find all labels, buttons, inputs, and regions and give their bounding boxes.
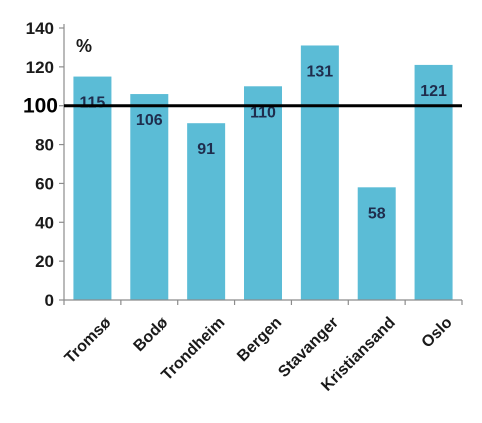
y-tick-label: 100 xyxy=(23,95,58,118)
data-label: 115 xyxy=(80,95,106,112)
bar xyxy=(244,86,282,301)
data-label: 110 xyxy=(250,104,276,121)
y-tick-label: 140 xyxy=(26,19,54,38)
bar xyxy=(187,123,226,300)
y-tick-label: 120 xyxy=(26,58,54,77)
data-label: 131 xyxy=(307,63,334,80)
y-tick-label: 80 xyxy=(35,136,54,155)
category-label: Oslo xyxy=(419,314,456,351)
unit-label: % xyxy=(76,36,92,56)
bar xyxy=(73,76,112,300)
data-label: 121 xyxy=(420,83,447,100)
axis-layer: 0 20 40 60 80 100 120 140 xyxy=(23,19,463,310)
bar xyxy=(300,45,339,300)
category-label: Bodø xyxy=(131,314,172,355)
data-label: 91 xyxy=(197,141,215,158)
data-label: 106 xyxy=(136,112,163,129)
y-tick-label: 0 xyxy=(45,291,54,310)
y-tick-label: 60 xyxy=(35,174,54,193)
y-tick-label: 20 xyxy=(35,252,54,271)
bar xyxy=(414,64,453,301)
category-label: Bergen xyxy=(234,314,285,365)
bar xyxy=(130,94,169,300)
bars-layer xyxy=(73,45,453,301)
bar xyxy=(357,187,396,300)
y-tick-label: 40 xyxy=(35,213,54,232)
data-label: 58 xyxy=(368,205,386,222)
category-label: Tromsø xyxy=(62,314,115,367)
